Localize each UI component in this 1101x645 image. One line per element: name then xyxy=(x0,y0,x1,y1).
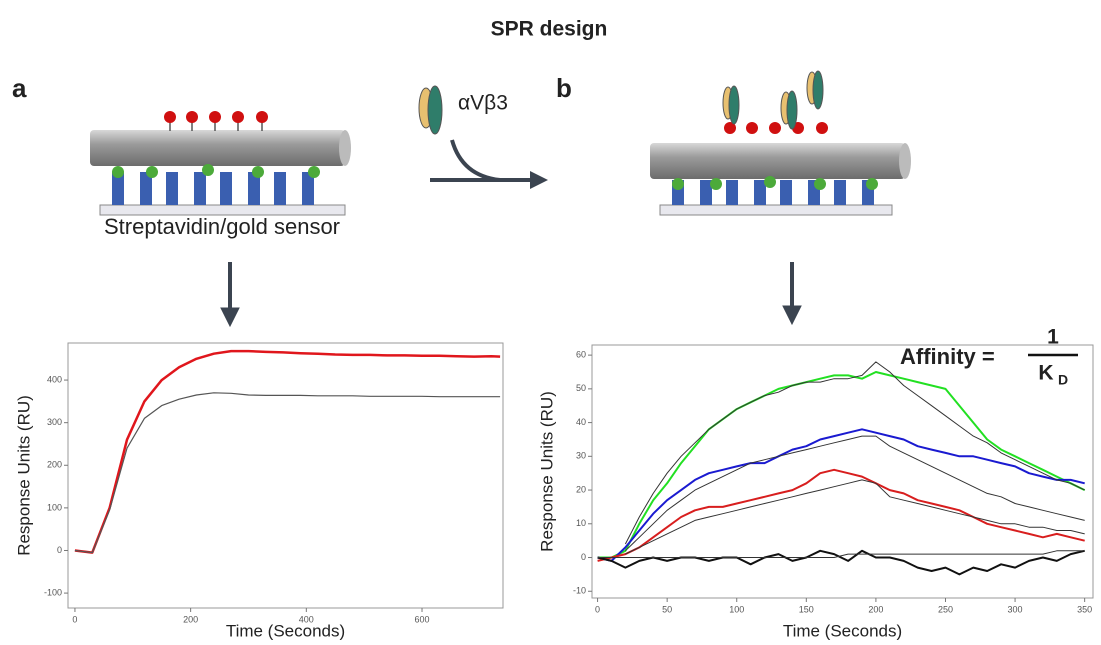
y-axis-label: Response Units (RU) xyxy=(14,395,33,556)
y-tick-label: 60 xyxy=(576,349,586,359)
y-tick-label: -10 xyxy=(573,586,586,596)
y-tick-label: 100 xyxy=(47,502,62,512)
x-axis-label: Time (Seconds) xyxy=(783,621,902,640)
data-line xyxy=(597,428,1085,562)
panel-label: a xyxy=(12,73,27,103)
y-tick-label: 200 xyxy=(47,460,62,470)
data-line xyxy=(597,468,1085,562)
x-tick-label: 350 xyxy=(1077,604,1092,614)
y-tick-label: 10 xyxy=(576,518,586,528)
y-tick-label: 40 xyxy=(576,417,586,427)
data-line xyxy=(74,349,501,554)
ligand-label: αVβ3 xyxy=(458,92,508,115)
y-axis-label: Response Units (RU) xyxy=(537,391,556,552)
x-axis-label: Time (Seconds) xyxy=(226,621,345,640)
x-tick-label: 100 xyxy=(729,604,744,614)
sensor-diagram-b xyxy=(650,70,911,216)
y-tick-label: 50 xyxy=(576,383,586,393)
data-line xyxy=(597,371,1086,559)
reaction-arrow xyxy=(430,139,548,189)
x-tick-label: 300 xyxy=(1008,604,1023,614)
x-tick-label: 0 xyxy=(595,604,600,614)
affinity-numerator: 1 xyxy=(1047,326,1059,349)
down-arrow xyxy=(220,262,802,328)
data-line xyxy=(625,435,1085,552)
y-tick-label: 30 xyxy=(576,451,586,461)
data-line xyxy=(625,479,1085,555)
y-tick-label: -100 xyxy=(44,587,62,597)
sensor-label: Streptavidin/gold sensor xyxy=(104,214,340,239)
data-line xyxy=(597,550,1085,558)
y-tick-label: 20 xyxy=(576,484,586,494)
y-tick-label: 0 xyxy=(57,545,62,555)
x-tick-label: 0 xyxy=(72,614,77,624)
sensor-diagram-a xyxy=(90,111,351,216)
x-tick-label: 250 xyxy=(938,604,953,614)
data-line xyxy=(74,392,501,554)
integrin-icon xyxy=(418,85,443,135)
data-line xyxy=(597,549,1085,576)
panel-label: b xyxy=(556,73,572,103)
x-tick-label: 150 xyxy=(799,604,814,614)
x-tick-label: 600 xyxy=(415,614,430,624)
affinity-denominator: K xyxy=(1038,362,1053,385)
x-tick-label: 400 xyxy=(299,614,314,624)
y-tick-label: 300 xyxy=(47,417,62,427)
affinity-label: Affinity = xyxy=(900,344,995,369)
figure-title: SPR design xyxy=(491,18,608,41)
y-tick-label: 0 xyxy=(581,552,586,562)
plot-frame xyxy=(67,342,504,609)
x-tick-label: 200 xyxy=(868,604,883,614)
plot-frame xyxy=(591,344,1094,599)
data-line xyxy=(624,361,1085,545)
affinity-subscript: D xyxy=(1058,372,1068,388)
x-tick-label: 200 xyxy=(183,614,198,624)
y-tick-label: 400 xyxy=(47,374,62,384)
x-tick-label: 50 xyxy=(662,604,672,614)
